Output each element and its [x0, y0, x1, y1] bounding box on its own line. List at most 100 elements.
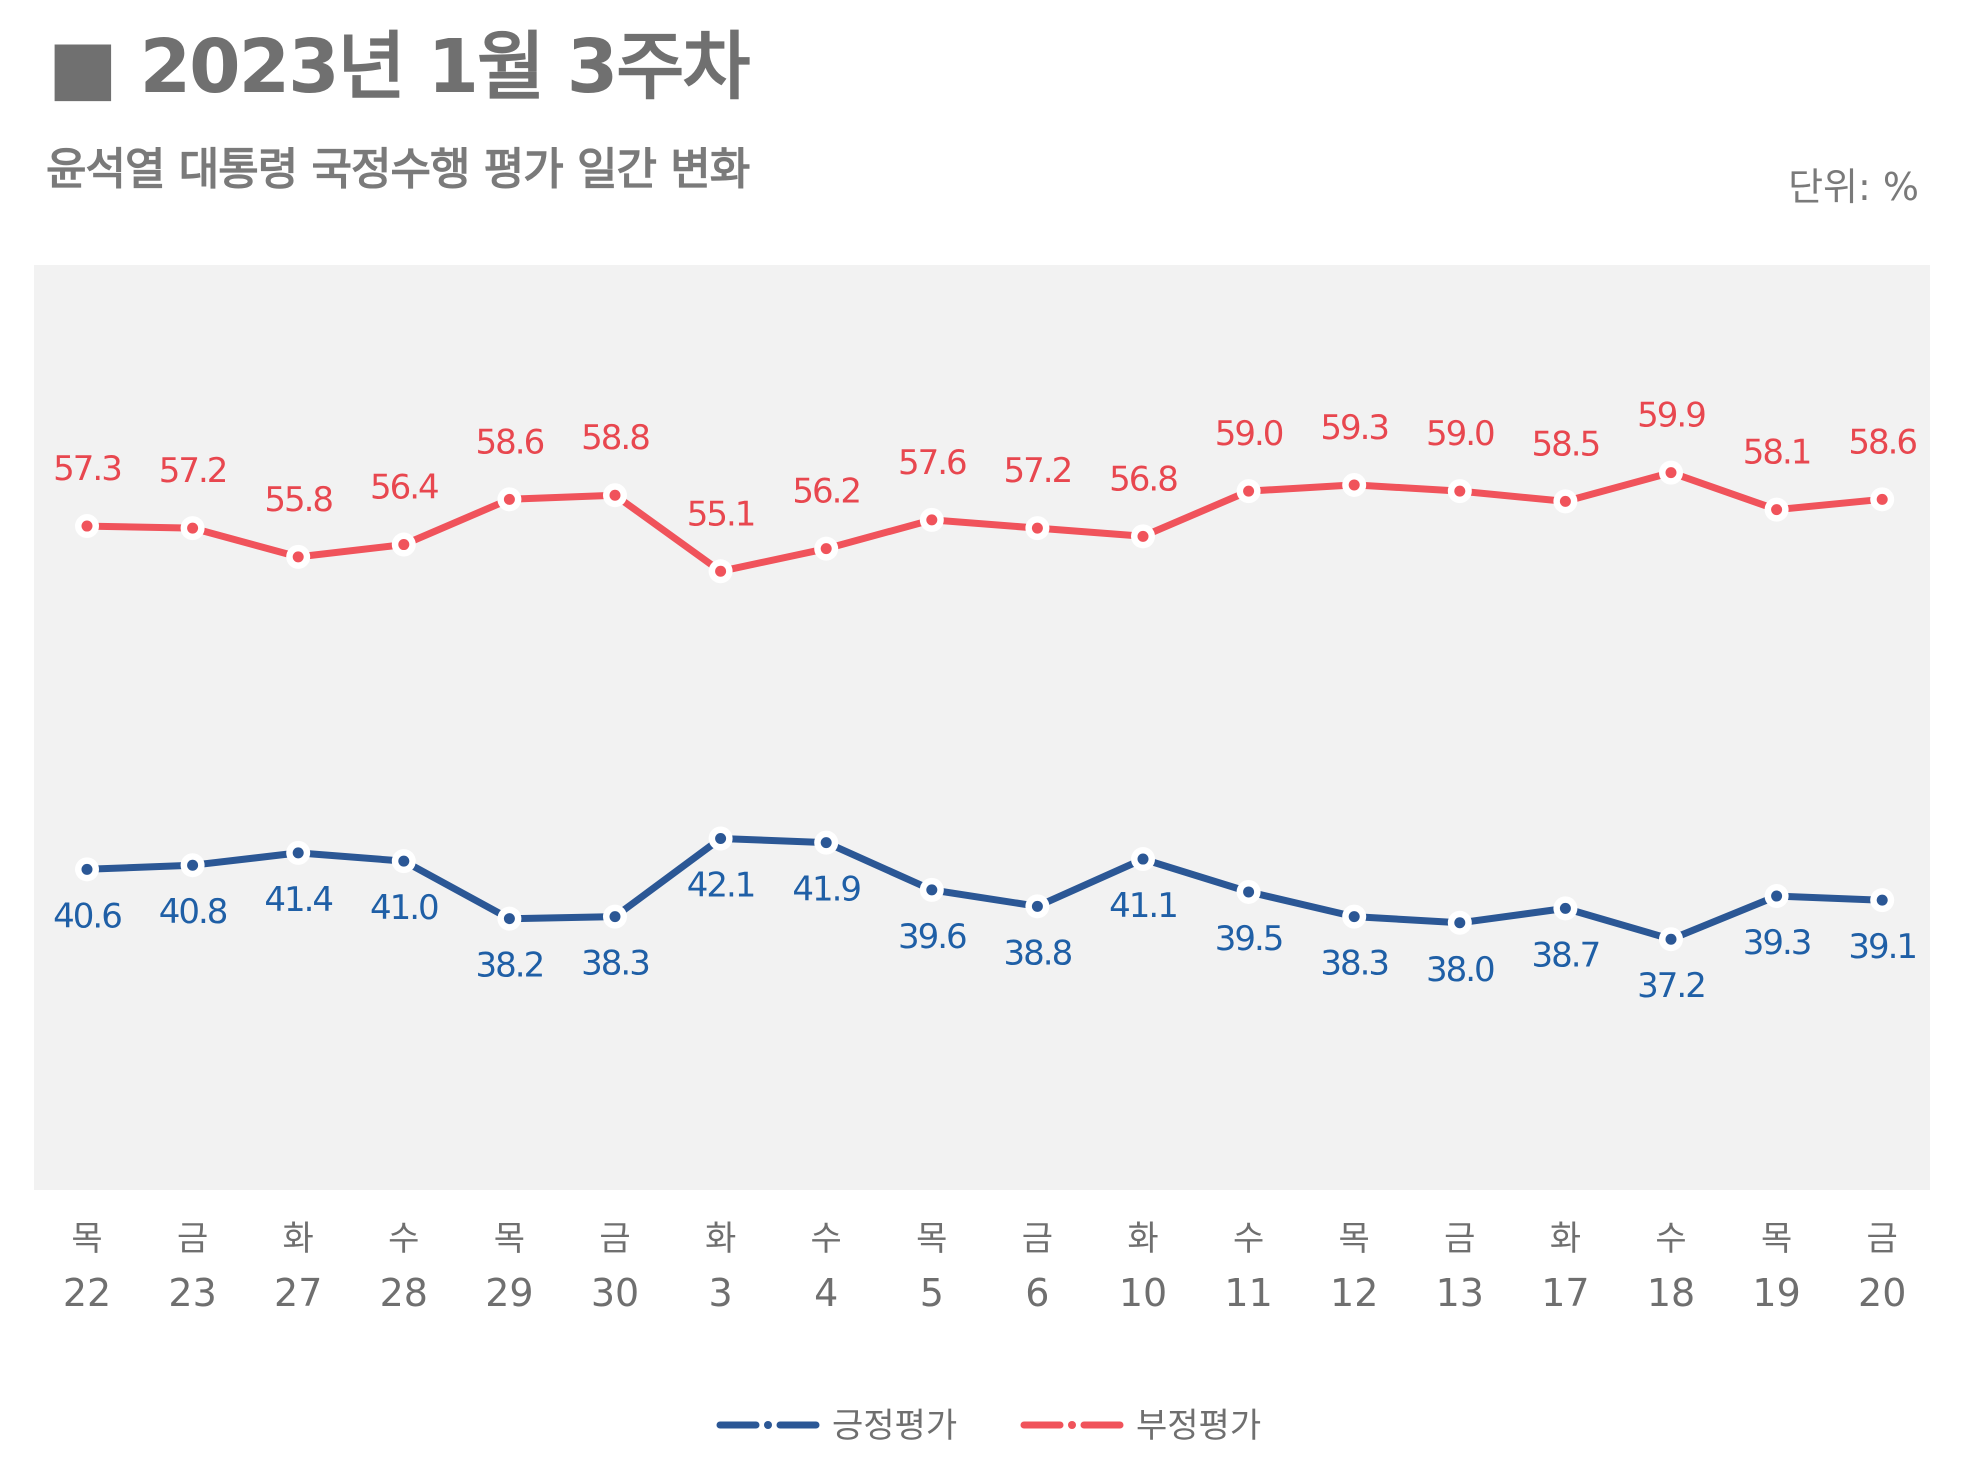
positive-point: [919, 877, 944, 902]
negative-value-label: 57.2: [159, 451, 227, 491]
negative-point-dot: [1348, 479, 1360, 491]
negative-point: [1553, 489, 1578, 514]
x-tick-date: 22: [63, 1271, 111, 1315]
positive-point-dot: [1454, 917, 1466, 929]
positive-value-label: 37.2: [1637, 966, 1705, 1006]
chart-subtitle: 윤석열 대통령 국정수행 평가 일간 변화: [46, 144, 750, 195]
x-tick-date: 3: [709, 1271, 733, 1315]
positive-value-label: 38.8: [1004, 933, 1072, 973]
x-tick-day: 목: [916, 1219, 947, 1259]
negative-point: [180, 516, 205, 541]
x-tick: 목 19: [1752, 1219, 1800, 1315]
positive-value-label: 38.3: [581, 944, 649, 984]
x-tick-day: 금: [1022, 1219, 1053, 1259]
x-tick-date: 18: [1647, 1271, 1695, 1315]
positive-point-dot: [609, 911, 621, 923]
negative-value-label: 57.3: [53, 449, 121, 489]
x-tick: 목 29: [485, 1219, 533, 1315]
positive-point: [814, 830, 839, 855]
negative-point: [1447, 479, 1472, 504]
positive-point: [1447, 910, 1472, 935]
x-tick-date: 10: [1119, 1271, 1167, 1315]
series-lines: [83, 469, 1886, 943]
negative-point-dot: [715, 565, 727, 577]
x-tick-date: 12: [1330, 1271, 1378, 1315]
positive-point-dot: [398, 855, 410, 867]
positive-value-label: 39.5: [1215, 919, 1283, 959]
positive-value-label: 40.6: [53, 896, 121, 936]
positive-value-label: 38.7: [1532, 935, 1600, 975]
negative-point-dot: [609, 489, 621, 501]
negative-point-dot: [1137, 530, 1149, 542]
negative-point-dot: [1454, 485, 1466, 497]
x-tick-date: 4: [814, 1271, 838, 1315]
negative-point: [814, 536, 839, 561]
x-tick-date: 17: [1541, 1271, 1589, 1315]
negative-value-label: 59.0: [1426, 414, 1494, 454]
negative-point-dot: [1243, 485, 1255, 497]
negative-point-dot: [1559, 495, 1571, 507]
negative-point-dot: [1771, 504, 1783, 516]
x-tick: 화 27: [274, 1219, 322, 1315]
positive-legend-label: 긍정평가: [832, 1406, 957, 1446]
negative-value-label: 57.6: [898, 443, 966, 483]
x-tick-day: 화: [1550, 1219, 1581, 1259]
positive-point: [391, 849, 416, 874]
positive-point-dot: [187, 859, 199, 871]
x-tick: 수 18: [1647, 1219, 1695, 1315]
positive-point-dot: [1876, 894, 1888, 906]
negative-point: [497, 487, 522, 512]
positive-value-label: 41.0: [370, 888, 438, 928]
positive-point-dot: [503, 913, 515, 925]
x-tick: 수4: [811, 1219, 842, 1315]
positive-point-dot: [81, 863, 93, 875]
negative-point: [1659, 460, 1683, 485]
x-tick-day: 금: [177, 1219, 208, 1259]
negative-value-label: 56.2: [792, 472, 860, 512]
positive-value-label: 42.1: [687, 866, 755, 906]
positive-value-label: 39.6: [898, 917, 966, 957]
positive-value-label: 41.9: [792, 870, 860, 910]
negative-value-label: 59.0: [1215, 414, 1283, 454]
negative-point: [919, 507, 944, 532]
x-tick-date: 5: [920, 1271, 944, 1315]
negative-point: [603, 483, 627, 508]
negative-point-dot: [292, 551, 304, 563]
negative-value-label: 58.8: [581, 418, 649, 458]
negative-point: [391, 532, 416, 557]
legend: 긍정평가 부정평가: [716, 1406, 1261, 1446]
positive-value-label: 41.4: [264, 880, 332, 920]
x-tick-day: 목: [71, 1219, 102, 1259]
x-tick-day: 화: [705, 1219, 736, 1259]
negative-point: [1236, 479, 1261, 504]
x-tick-date: 11: [1224, 1271, 1272, 1315]
x-tick: 금 13: [1436, 1219, 1484, 1315]
positive-value-label: 38.3: [1320, 944, 1388, 984]
negative-value-label: 58.6: [476, 422, 544, 462]
x-tick-day: 화: [283, 1219, 314, 1259]
x-tick-day: 금: [1867, 1219, 1898, 1259]
positive-legend-dot: [764, 1421, 772, 1429]
negative-point-dot: [398, 539, 410, 551]
positive-point-dot: [1665, 933, 1677, 945]
negative-legend-dot: [1068, 1421, 1076, 1429]
negative-value-label: 57.2: [1004, 451, 1072, 491]
x-tick-day: 수: [1233, 1219, 1264, 1259]
negative-point: [708, 559, 733, 584]
positive-point-dot: [1348, 911, 1360, 923]
negative-value-label: 59.9: [1637, 396, 1705, 436]
positive-point: [1025, 894, 1050, 919]
positive-point: [603, 904, 627, 929]
positive-point-dot: [1771, 890, 1783, 902]
positive-point: [1870, 888, 1895, 913]
positive-point: [708, 826, 733, 851]
x-tick-day: 화: [1127, 1219, 1158, 1259]
x-tick-day: 수: [811, 1219, 842, 1259]
x-tick: 목 22: [63, 1219, 111, 1315]
x-tick-day: 금: [599, 1219, 630, 1259]
negative-point-dot: [503, 493, 515, 505]
negative-value-label: 59.3: [1320, 408, 1388, 448]
negative-point-dot: [1876, 493, 1888, 505]
positive-value-label: 41.1: [1109, 886, 1177, 926]
